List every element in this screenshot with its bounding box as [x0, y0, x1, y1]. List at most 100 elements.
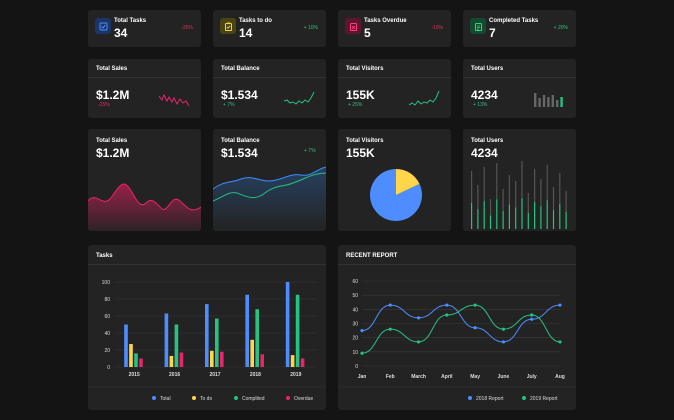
summary-value: $1.534 — [221, 88, 258, 102]
user-bar-green — [483, 201, 485, 229]
user-bar-grey — [540, 179, 542, 207]
users-bars-card: Total Users 4234 — [463, 129, 576, 231]
x-tick-label: May — [470, 374, 480, 380]
data-point — [445, 313, 449, 317]
visitors-pie-value: 155K — [346, 146, 375, 160]
bar — [179, 352, 184, 367]
user-bar-grey — [559, 173, 561, 204]
x-tick-label: Aug — [555, 374, 565, 380]
task-stat-change: + 20% — [553, 25, 568, 31]
user-bar-grey — [521, 161, 523, 199]
bar — [220, 351, 224, 367]
user-bar-grey — [534, 169, 536, 202]
legend-label: Overdue — [294, 396, 313, 402]
bar — [205, 304, 209, 367]
summary-value: $1.2M — [96, 88, 130, 102]
legend-dot — [522, 396, 526, 400]
data-point — [530, 317, 534, 321]
bar — [295, 294, 300, 367]
users-bars-label: Total Users — [471, 138, 504, 144]
y-tick-label: 100 — [102, 280, 111, 286]
summary-card-2: Total Visitors 155K + 25% — [338, 59, 451, 118]
balance-line-chart — [213, 166, 326, 231]
user-bar-grey — [515, 181, 517, 208]
user-bar-green — [496, 199, 498, 229]
summary-sparkline — [159, 93, 190, 107]
task-stat-label: Tasks to do — [239, 18, 272, 24]
y-tick-label: 0 — [107, 365, 110, 371]
user-bar-green — [565, 211, 567, 229]
legend-dot — [152, 396, 156, 400]
data-point — [558, 340, 562, 344]
user-bar-green — [546, 200, 548, 229]
bar — [174, 324, 179, 367]
tasks-panel: Tasks 0 20 40 60 80 100 2015 2016 2017 2018 2019 To… — [88, 245, 326, 410]
data-point — [501, 327, 506, 331]
legend-dot — [286, 396, 290, 400]
x-tick-label: Jan — [358, 374, 367, 380]
task-stat-card-3: Completed Tasks 7 + 20% — [463, 10, 576, 47]
y-tick-label: 0 — [355, 364, 358, 370]
summary-change: + 13% — [473, 102, 488, 108]
y-tick-label: 60 — [104, 314, 110, 320]
task-stat-change: -10% — [431, 25, 443, 31]
balance-area-label: Total Balance — [221, 138, 260, 144]
user-bar-green — [552, 210, 555, 229]
y-tick-label: 10 — [352, 350, 358, 356]
user-bar-grey — [508, 175, 510, 205]
users-bar-sparkline — [471, 161, 567, 229]
data-point — [558, 303, 562, 307]
completed-icon — [470, 18, 486, 34]
bar — [134, 353, 138, 367]
bar — [245, 294, 249, 367]
data-point — [473, 326, 477, 330]
data-point — [445, 303, 449, 307]
bar — [164, 313, 169, 367]
bar — [260, 354, 264, 367]
legend-dot — [192, 396, 196, 400]
legend-label: To do — [200, 396, 212, 402]
bar — [250, 339, 254, 367]
user-bar-green — [515, 207, 517, 229]
summary-label: Total Users — [471, 66, 504, 72]
user-bar-grey — [477, 185, 479, 210]
summary-divider — [88, 77, 201, 78]
x-tick-label: 2018 — [250, 372, 261, 378]
task-stat-change: -25% — [181, 25, 193, 31]
x-tick-label: March — [411, 374, 426, 380]
visitors-pie-chart — [370, 169, 422, 221]
x-tick-label: June — [498, 374, 510, 380]
summary-sparkline — [409, 90, 440, 106]
sales-area-value: $1.2M — [96, 146, 130, 160]
report-panel-title: RECENT REPORT — [346, 253, 398, 259]
user-bar-grey — [502, 189, 504, 211]
sparkline-bar — [551, 95, 554, 107]
data-point — [530, 313, 534, 317]
y-tick-label: 40 — [352, 307, 358, 313]
sales-area-chart — [88, 183, 201, 231]
user-bar-green — [559, 203, 561, 229]
visitors-pie-card: Total Visitors 155K — [338, 129, 451, 231]
user-bar-green — [508, 204, 510, 229]
x-tick-label: July — [527, 374, 537, 380]
legend-dot — [468, 396, 472, 400]
task-stat-value: 34 — [114, 26, 128, 40]
sparkline-bar — [534, 93, 537, 107]
user-bar-green — [502, 211, 504, 229]
summary-divider — [338, 77, 451, 78]
balance-area-card: Total Balance $1.534 + 7% — [213, 129, 326, 231]
summary-sparkline — [534, 93, 563, 107]
user-bar-green — [477, 209, 479, 229]
summary-label: Total Balance — [221, 66, 260, 72]
data-point — [416, 340, 421, 344]
sparkline-bar — [556, 100, 559, 107]
data-point — [501, 340, 506, 344]
x-tick-label: 2015 — [129, 372, 140, 378]
users-bars-value: 4234 — [471, 146, 498, 160]
user-bar-grey — [483, 167, 485, 202]
x-tick-label: 2017 — [209, 372, 220, 378]
y-tick-label: 20 — [104, 348, 110, 354]
x-tick-label: April — [441, 374, 453, 380]
bar — [129, 344, 133, 367]
bar — [300, 358, 305, 367]
